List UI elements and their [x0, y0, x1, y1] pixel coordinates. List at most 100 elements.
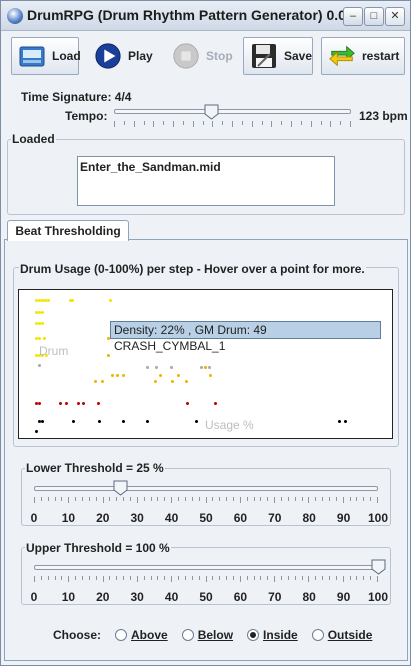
drum-usage-point[interactable]	[195, 420, 198, 423]
drum-usage-point[interactable]	[69, 299, 72, 302]
drum-usage-point[interactable]	[35, 354, 38, 357]
title-bar[interactable]: DrumRPG (Drum Rhythm Pattern Generator) …	[1, 1, 410, 31]
tempo-slider-thumb[interactable]	[204, 104, 219, 120]
drum-usage-point[interactable]	[38, 354, 41, 357]
drum-usage-point[interactable]	[171, 380, 174, 383]
drum-usage-point[interactable]	[35, 430, 38, 433]
drum-usage-point[interactable]	[72, 420, 75, 423]
drum-usage-point[interactable]	[200, 366, 203, 369]
drum-usage-point[interactable]	[111, 374, 114, 377]
slider-tick	[178, 576, 180, 580]
drum-usage-point[interactable]	[43, 337, 46, 340]
radio-inside-circle[interactable]	[247, 629, 260, 641]
radio-below[interactable]: Below	[181, 628, 234, 642]
drum-usage-point[interactable]	[35, 337, 38, 340]
slider-tick	[328, 576, 330, 580]
tempo-slider-track[interactable]	[114, 109, 351, 114]
drum-usage-point[interactable]	[107, 337, 110, 340]
drum-usage-point[interactable]	[170, 366, 173, 369]
slider-tick	[239, 497, 241, 503]
drum-usage-point[interactable]	[101, 380, 104, 383]
drum-usage-point[interactable]	[109, 299, 112, 302]
drum-usage-point[interactable]	[159, 374, 162, 377]
radio-below-label: Below	[197, 628, 234, 642]
maximize-button[interactable]: □	[364, 7, 384, 26]
slider-tick	[308, 576, 310, 582]
drum-usage-point[interactable]	[116, 374, 119, 377]
drum-usage-point[interactable]	[41, 311, 44, 314]
drum-usage-point[interactable]	[209, 374, 212, 377]
drum-usage-point[interactable]	[204, 366, 207, 369]
drum-usage-point[interactable]	[65, 402, 68, 405]
drum-usage-point[interactable]	[38, 311, 41, 314]
drum-usage-point[interactable]	[155, 366, 158, 369]
slider-tick	[253, 497, 255, 501]
drum-usage-point[interactable]	[98, 420, 101, 423]
drum-usage-point[interactable]	[47, 299, 50, 302]
drum-usage-point[interactable]	[146, 420, 149, 423]
drum-usage-point[interactable]	[41, 322, 44, 325]
drum-usage-point[interactable]	[35, 402, 38, 405]
radio-inside[interactable]: Inside	[247, 628, 298, 642]
radio-outside-label: Outside	[327, 628, 373, 642]
radio-above[interactable]: Above	[115, 628, 168, 642]
radio-above-circle[interactable]	[115, 629, 127, 641]
slider-tick	[322, 497, 324, 501]
drum-usage-point[interactable]	[146, 366, 149, 369]
save-button[interactable]: Save	[243, 37, 313, 75]
drum-usage-point[interactable]	[338, 420, 341, 423]
drum-usage-point[interactable]	[41, 354, 44, 357]
restart-button[interactable]: restart	[321, 37, 405, 75]
drum-usage-point[interactable]	[35, 322, 38, 325]
radio-outside-circle[interactable]	[311, 629, 324, 641]
drum-usage-point[interactable]	[107, 354, 110, 357]
slider-tick	[143, 497, 145, 501]
lower-threshold-track[interactable]	[34, 486, 378, 491]
loaded-file-field[interactable]: Enter_the_Sandman.mid	[77, 156, 335, 206]
radio-outside[interactable]: Outside	[311, 628, 373, 642]
drum-usage-point[interactable]	[41, 420, 44, 423]
drum-usage-point[interactable]	[185, 380, 188, 383]
drum-usage-point[interactable]	[59, 402, 62, 405]
drum-usage-point[interactable]	[44, 299, 47, 302]
slider-tick	[192, 121, 194, 127]
drum-usage-plot[interactable]: Drum Usage % Density: 22% , GM Drum: 49 …	[18, 289, 393, 439]
upper-threshold-track[interactable]	[34, 565, 378, 570]
tab-beat-thresholding[interactable]: Beat Thresholding	[7, 220, 129, 241]
load-button[interactable]: Load	[11, 37, 81, 75]
slider-tick	[143, 121, 145, 125]
drum-usage-point[interactable]	[38, 322, 41, 325]
lower-threshold-thumb[interactable]	[113, 480, 128, 496]
drum-usage-point[interactable]	[38, 364, 41, 367]
drum-usage-point[interactable]	[94, 380, 97, 383]
drum-usage-point[interactable]	[38, 299, 41, 302]
drum-usage-point[interactable]	[186, 402, 189, 405]
drum-usage-point[interactable]	[122, 374, 125, 377]
drum-usage-point[interactable]	[154, 380, 157, 383]
drum-usage-point[interactable]	[45, 354, 48, 357]
drum-usage-point[interactable]	[41, 299, 44, 302]
radio-below-circle[interactable]	[181, 629, 194, 641]
drum-usage-point[interactable]	[35, 311, 38, 314]
drum-usage-point[interactable]	[208, 366, 211, 369]
threshold-tick-label: 90	[336, 590, 351, 604]
drum-usage-point[interactable]	[38, 420, 41, 423]
stop-button[interactable]: Stop	[165, 37, 235, 75]
upper-threshold-thumb[interactable]	[371, 559, 386, 575]
drum-usage-point[interactable]	[214, 402, 217, 405]
drum-usage-point[interactable]	[344, 420, 347, 423]
slider-tick	[130, 497, 132, 501]
slider-tick	[370, 576, 372, 580]
close-button[interactable]: ✕	[385, 7, 405, 26]
drum-usage-point[interactable]	[177, 374, 180, 377]
drum-usage-point[interactable]	[77, 402, 80, 405]
drum-usage-point[interactable]	[82, 402, 85, 405]
drum-usage-point[interactable]	[38, 337, 41, 340]
drum-usage-point[interactable]	[122, 420, 125, 423]
drum-usage-point[interactable]	[35, 299, 38, 302]
drum-usage-point[interactable]	[38, 402, 41, 405]
play-button[interactable]: Play	[87, 37, 157, 75]
drum-usage-point[interactable]	[71, 299, 74, 302]
minimize-button[interactable]: –	[343, 7, 363, 26]
drum-usage-point[interactable]	[97, 402, 100, 405]
